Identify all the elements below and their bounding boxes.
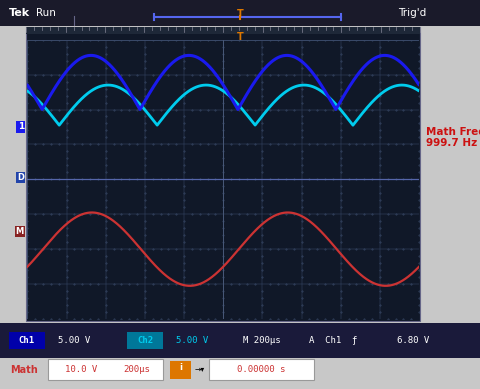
Text: 6.80 V: 6.80 V xyxy=(396,336,429,345)
Text: M: M xyxy=(16,227,24,236)
Bar xyxy=(209,359,314,380)
Text: Tek: Tek xyxy=(9,8,30,18)
Text: 5.00 V: 5.00 V xyxy=(58,336,91,345)
Text: Ch1: Ch1 xyxy=(18,336,35,345)
Text: T: T xyxy=(237,9,243,19)
Text: T: T xyxy=(237,32,243,42)
Text: 0.00000 s: 0.00000 s xyxy=(238,365,286,374)
Text: Run: Run xyxy=(36,8,56,18)
Text: Trig'd: Trig'd xyxy=(398,8,427,18)
Bar xyxy=(0,358,480,389)
Text: →▾: →▾ xyxy=(194,365,204,374)
Text: A  Ch1  ƒ: A Ch1 ƒ xyxy=(310,336,358,345)
Bar xyxy=(9,332,45,349)
Text: 5.00 V: 5.00 V xyxy=(176,336,208,345)
Text: 1: 1 xyxy=(18,123,24,131)
Bar xyxy=(127,332,163,349)
Bar xyxy=(26,27,420,321)
Bar xyxy=(26,27,420,34)
Bar xyxy=(0,0,480,26)
Text: Ch2: Ch2 xyxy=(137,336,153,345)
Text: Math: Math xyxy=(10,364,38,375)
Text: Math Freq
999.7 Hz: Math Freq 999.7 Hz xyxy=(426,127,480,148)
Text: D: D xyxy=(17,173,24,182)
Text: M 200μs: M 200μs xyxy=(243,336,280,345)
Bar xyxy=(170,361,191,379)
Text: 200μs: 200μs xyxy=(123,365,150,374)
Bar xyxy=(48,359,163,380)
Bar xyxy=(0,323,480,358)
Text: i: i xyxy=(179,363,182,373)
Text: 10.0 V: 10.0 V xyxy=(65,365,98,374)
